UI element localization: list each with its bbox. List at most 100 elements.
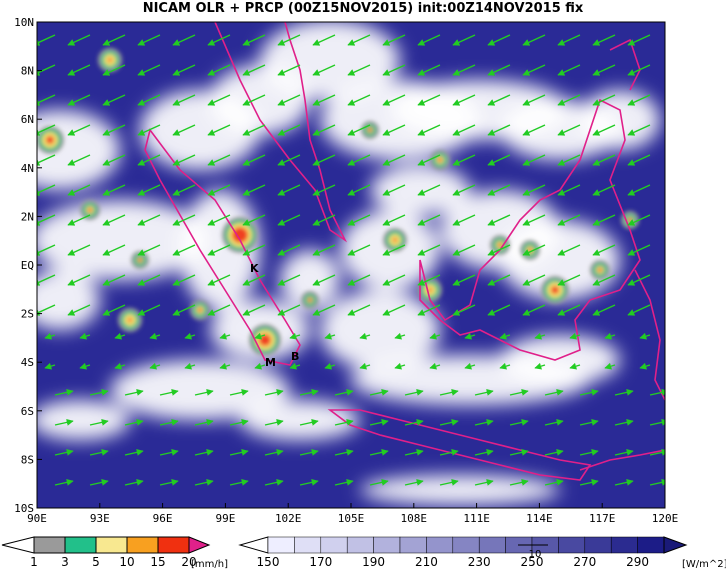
wind-arrow	[137, 34, 161, 46]
wind-arrow	[592, 64, 616, 76]
colorbar-end	[238, 536, 269, 554]
wind-arrow	[172, 94, 196, 106]
wind-arrow	[277, 94, 301, 106]
wind-arrow	[229, 448, 249, 456]
wind-arrow	[207, 64, 231, 76]
y-tick-label: 2S	[21, 308, 34, 321]
wind-arrow	[184, 362, 196, 370]
wind-arrow	[417, 184, 441, 196]
wind-arrow	[592, 274, 616, 286]
wind-arrow	[579, 388, 599, 396]
wind-arrow	[37, 64, 56, 76]
wind-arrow	[67, 64, 91, 76]
wind-arrow	[439, 478, 459, 486]
cloud	[360, 475, 560, 505]
wind-arrow	[137, 244, 161, 256]
wind-arrow	[487, 34, 511, 46]
wind-arrow	[452, 214, 476, 226]
wind-arrow	[474, 388, 494, 396]
x-tick-label: 96E	[153, 512, 173, 525]
wind-arrow	[464, 362, 476, 370]
wind-arrow	[67, 154, 91, 166]
wind-arrow	[627, 34, 651, 46]
wind-arrow	[382, 244, 406, 256]
cloud	[580, 90, 660, 150]
wind-arrow	[627, 244, 651, 256]
rain-cell	[368, 128, 372, 132]
wind-arrow	[614, 418, 634, 426]
x-tick-label: 111E	[463, 512, 490, 525]
wind-arrow	[452, 304, 476, 316]
wind-arrow	[579, 418, 599, 426]
colorbar-box	[399, 536, 427, 554]
colorbar-label: 170	[309, 555, 332, 569]
colorbar-box	[157, 536, 190, 554]
wind-arrow	[452, 94, 476, 106]
wind-arrow	[487, 64, 511, 76]
wind-arrow	[649, 388, 665, 396]
y-tick-label: 4S	[21, 356, 34, 369]
map-area	[37, 22, 665, 508]
wind-arrow	[474, 478, 494, 486]
wind-arrow	[277, 244, 301, 256]
wind-arrow	[592, 304, 616, 316]
rain-cell	[628, 218, 632, 222]
wind-arrow	[347, 244, 371, 256]
colorbar-unit: [mm/h]	[191, 559, 228, 570]
wind-arrow	[299, 478, 319, 486]
wind-arrow	[452, 154, 476, 166]
wind-arrow	[347, 184, 371, 196]
colorbar-label: 270	[573, 555, 596, 569]
cloud	[37, 270, 100, 330]
wind-arrow	[382, 214, 406, 226]
y-tick-label: 6N	[21, 113, 34, 126]
wind-arrow	[207, 124, 231, 136]
colorbar-box	[373, 536, 401, 554]
wind-arrow	[522, 34, 546, 46]
wind-arrow	[627, 184, 651, 196]
wind-arrow	[172, 124, 196, 136]
wind-arrow	[172, 154, 196, 166]
wind-arrow	[277, 304, 301, 316]
vector-reference: 10	[529, 549, 542, 560]
wind-arrow	[254, 362, 266, 370]
wind-arrow	[102, 64, 126, 76]
wind-arrow	[124, 418, 144, 426]
wind-arrow	[557, 244, 581, 256]
wind-arrow	[557, 274, 581, 286]
wind-arrow	[312, 274, 336, 286]
wind-arrow	[417, 154, 441, 166]
wind-arrow	[557, 304, 581, 316]
wind-arrow	[194, 388, 214, 396]
axes: 90E 93E 96E 99E 102E 105E 108E 111E 114E 117E 120E…	[14, 16, 678, 525]
wind-arrow	[439, 418, 459, 426]
wind-arrow	[569, 362, 581, 370]
wind-arrow	[452, 274, 476, 286]
wind-arrow	[604, 332, 616, 340]
wind-arrow	[649, 448, 665, 456]
cloud	[37, 110, 120, 190]
wind-arrow	[67, 124, 91, 136]
colorbar-end	[188, 536, 211, 554]
wind-arrow	[159, 478, 179, 486]
wind-arrow	[172, 244, 196, 256]
colorbar-box	[33, 536, 66, 554]
wind-arrow	[382, 34, 406, 46]
wind-arrow	[67, 184, 91, 196]
wind-arrow	[649, 418, 665, 426]
wind-arrow	[649, 478, 665, 486]
wind-arrow	[534, 332, 546, 340]
wind-arrow	[277, 64, 301, 76]
wind-arrow	[569, 332, 581, 340]
wind-arrow	[522, 214, 546, 226]
places: K M B	[250, 262, 299, 369]
colorbar-box	[478, 536, 506, 554]
wind-arrow	[592, 244, 616, 256]
wind-arrow	[474, 418, 494, 426]
wind-arrow	[487, 214, 511, 226]
wind-arrow	[417, 64, 441, 76]
wind-arrow	[242, 34, 266, 46]
wind-arrow	[369, 448, 389, 456]
wind-arrow	[67, 34, 91, 46]
rain-cell	[46, 136, 54, 144]
